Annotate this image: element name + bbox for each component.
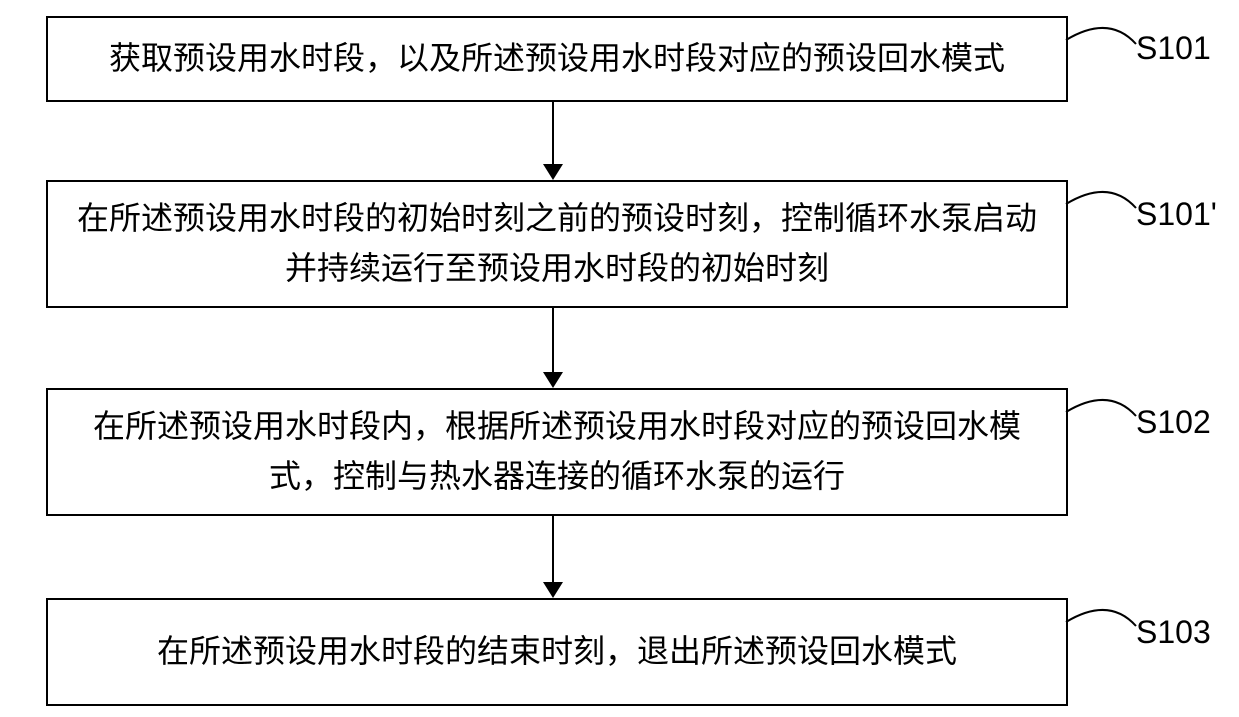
step-s102-label: S102 <box>1136 404 1211 441</box>
leader-s103 <box>1066 610 1136 626</box>
step-s101-label: S101 <box>1136 30 1211 67</box>
step-s101-text: 获取预设用水时段，以及所述预设用水时段对应的预设回水模式 <box>109 34 1005 84</box>
step-s103-label: S103 <box>1136 614 1211 651</box>
step-s102-text: 在所述预设用水时段内，根据所述预设用水时段对应的预设回水模式，控制与热水器连接的… <box>68 402 1046 501</box>
leader-s101 <box>1066 28 1136 44</box>
flowchart-canvas: { "flowchart": { "type": "flowchart", "b… <box>0 0 1239 717</box>
arrow-s101p-to-s102 <box>552 308 554 388</box>
arrow-s102-to-s103 <box>552 516 554 598</box>
arrow-s101-to-s101p <box>552 102 554 180</box>
step-s101p-label: S101' <box>1136 196 1217 233</box>
step-s102-box: 在所述预设用水时段内，根据所述预设用水时段对应的预设回水模式，控制与热水器连接的… <box>46 388 1068 516</box>
leader-s101p <box>1066 192 1136 208</box>
step-s103-box: 在所述预设用水时段的结束时刻，退出所述预设回水模式 <box>46 598 1068 706</box>
step-s103-text: 在所述预设用水时段的结束时刻，退出所述预设回水模式 <box>157 627 957 677</box>
leader-s102 <box>1066 400 1136 416</box>
step-s101p-text: 在所述预设用水时段的初始时刻之前的预设时刻，控制循环水泵启动并持续运行至预设用水… <box>68 194 1046 293</box>
step-s101-box: 获取预设用水时段，以及所述预设用水时段对应的预设回水模式 <box>46 16 1068 102</box>
step-s101p-box: 在所述预设用水时段的初始时刻之前的预设时刻，控制循环水泵启动并持续运行至预设用水… <box>46 180 1068 308</box>
